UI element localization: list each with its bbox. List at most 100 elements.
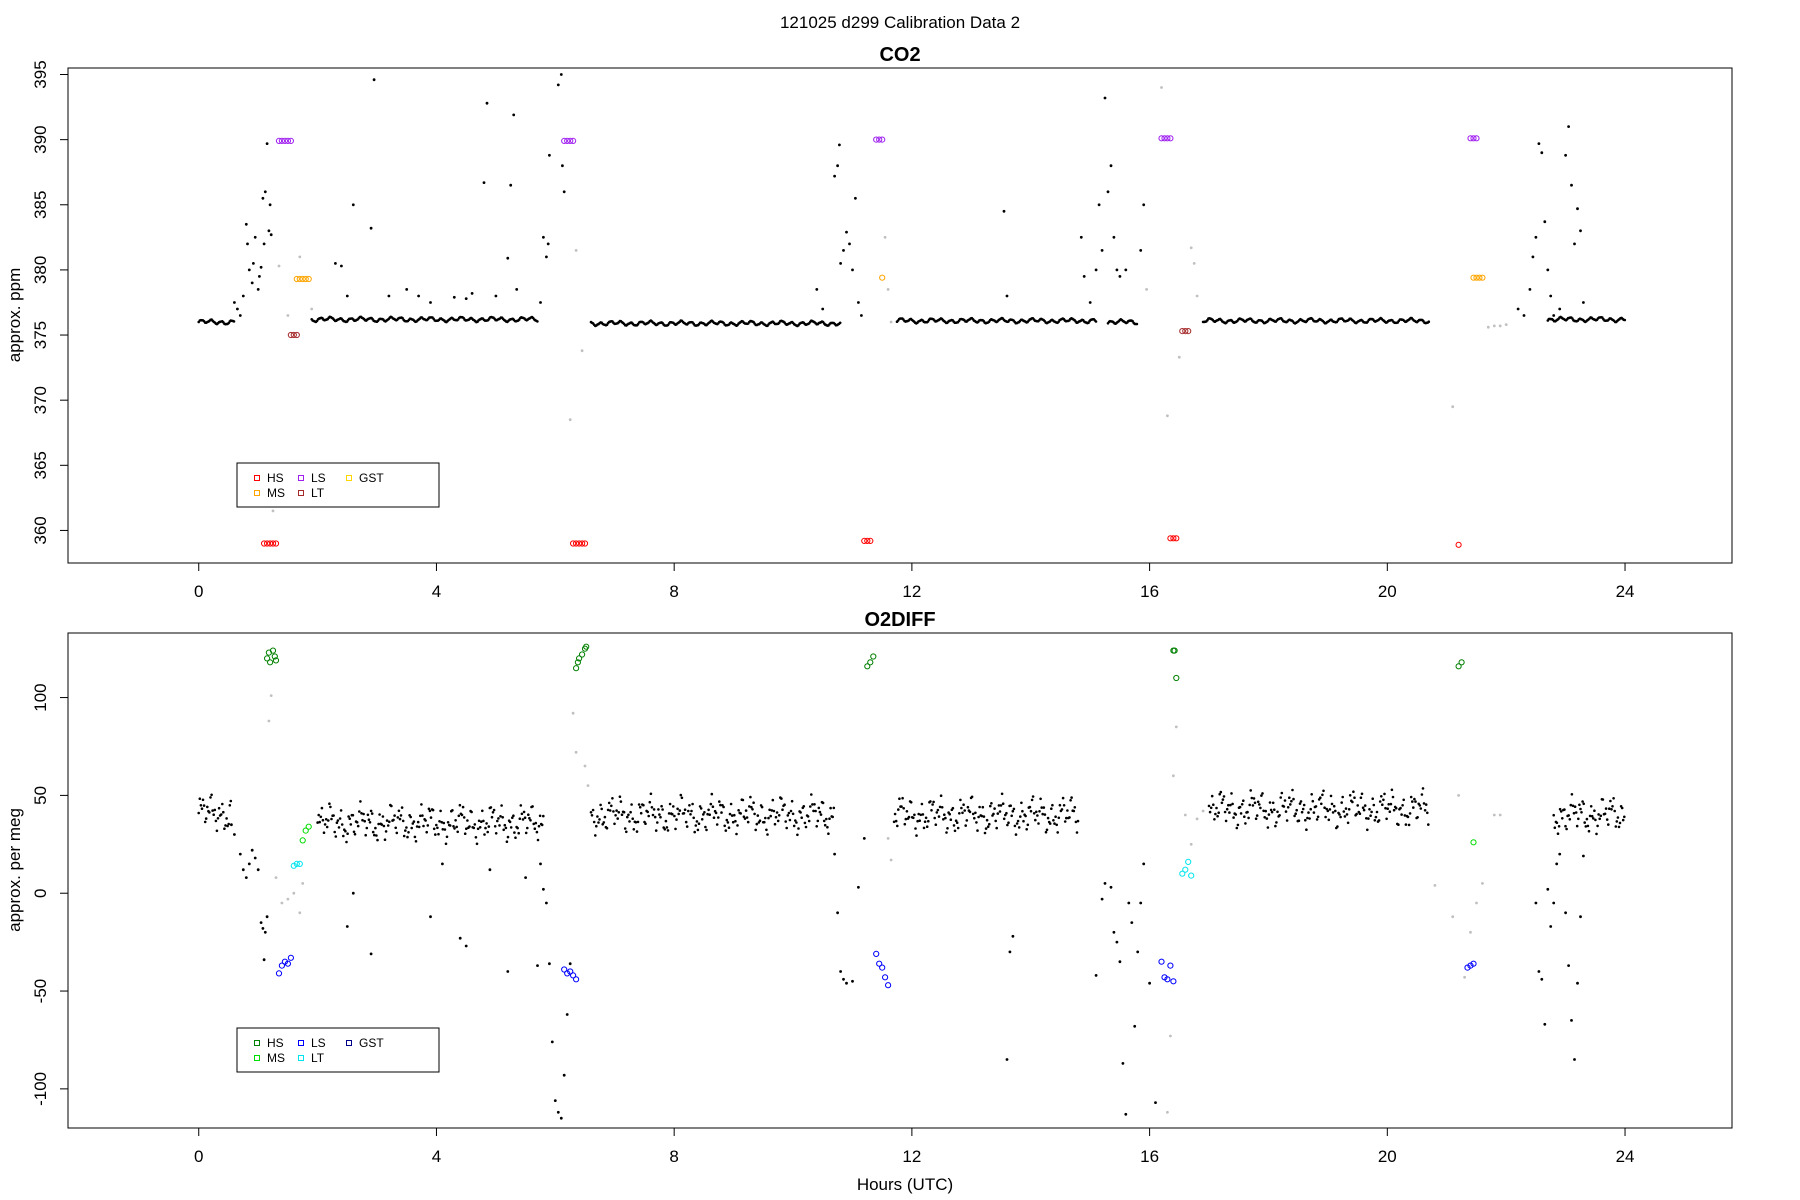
o2diff-baseline-dot xyxy=(1058,803,1062,807)
o2diff-baseline-dot xyxy=(1292,797,1295,801)
o2diff-baseline-dot xyxy=(1418,804,1422,807)
o2diff-baseline-dot xyxy=(491,811,495,814)
o2diff-baseline-dot xyxy=(1251,804,1255,807)
o2diff-baseline-dot xyxy=(1358,812,1362,815)
o2diff-x-tick-label: 4 xyxy=(432,1147,441,1166)
co2-dot xyxy=(1142,203,1146,207)
o2diff-baseline-dot xyxy=(799,811,802,814)
co2-dot xyxy=(1177,355,1181,359)
o2diff-dot xyxy=(1457,794,1460,797)
o2diff-baseline-dot xyxy=(931,803,934,806)
co2-dot xyxy=(340,264,343,268)
o2diff-baseline-dot xyxy=(628,820,631,823)
o2diff-baseline-dot xyxy=(1075,831,1079,834)
o2diff-baseline-dot xyxy=(222,810,225,814)
o2diff-baseline-dot xyxy=(1367,817,1370,820)
o2diff-baseline-dot xyxy=(618,795,622,798)
o2diff-dot xyxy=(1492,813,1496,817)
o2diff-baseline-dot xyxy=(458,803,462,807)
o2diff-baseline-dot xyxy=(1397,823,1400,826)
o2diff-baseline-dot xyxy=(938,805,942,809)
o2diff-baseline-dot xyxy=(1306,816,1309,820)
co2-hs-point xyxy=(579,540,586,547)
o2diff-baseline-dot xyxy=(395,831,399,835)
o2diff-baseline-dot xyxy=(1286,806,1290,809)
o2diff-baseline-dot xyxy=(961,811,964,815)
o2diff-baseline-dot xyxy=(615,809,618,812)
o2diff-baseline-dot xyxy=(775,811,779,814)
co2-x-tick-label: 24 xyxy=(1616,582,1635,601)
o2diff-baseline-dot xyxy=(499,815,502,818)
o2diff-baseline-dot xyxy=(410,826,414,830)
o2diff-baseline-dot xyxy=(1289,803,1292,806)
o2diff-baseline-dot xyxy=(728,812,732,816)
o2diff-baseline-dot xyxy=(1387,803,1390,806)
o2diff-baseline-dot xyxy=(1060,808,1064,811)
o2diff-baseline-dot xyxy=(597,821,600,824)
co2-dot xyxy=(236,307,239,311)
o2diff-baseline-dot xyxy=(742,815,746,818)
o2diff-hs-point xyxy=(272,657,280,664)
o2diff-baseline-dot xyxy=(825,817,828,821)
o2diff-ls-point xyxy=(570,972,577,979)
o2diff-baseline-dot xyxy=(980,814,984,818)
o2diff-baseline-dot xyxy=(436,826,439,830)
o2diff-baseline-dot xyxy=(524,831,528,835)
o2diff-baseline-dot xyxy=(217,806,221,810)
o2diff-baseline-dot xyxy=(1034,818,1037,822)
o2diff-baseline-dot xyxy=(916,819,919,823)
o2diff-y-tick-label: 0 xyxy=(31,888,50,897)
o2diff-baseline-dot xyxy=(522,810,526,814)
o2diff-baseline-dot xyxy=(1609,799,1612,803)
co2-x-tick-label: 12 xyxy=(902,582,921,601)
o2diff-lt-point xyxy=(1182,866,1189,873)
o2diff-baseline-dot xyxy=(432,827,436,831)
co2-dot xyxy=(244,222,248,226)
o2diff-legend-marker-gst xyxy=(346,1040,352,1046)
o2diff-baseline-dot xyxy=(712,816,716,819)
o2diff-baseline-dot xyxy=(688,804,691,807)
o2diff-dot xyxy=(241,868,245,872)
o2diff-baseline-dot xyxy=(1589,805,1593,808)
o2diff-baseline-dot xyxy=(1265,817,1269,820)
o2diff-baseline-dot xyxy=(787,811,791,815)
o2diff-baseline-dot xyxy=(228,804,232,807)
o2diff-baseline-dot xyxy=(731,820,735,824)
o2diff-baseline-dot xyxy=(1007,821,1010,824)
o2diff-baseline-dot xyxy=(591,808,595,812)
o2diff-baseline-dot xyxy=(771,798,775,802)
o2diff-baseline-dot xyxy=(1617,825,1621,829)
o2diff-baseline-dot xyxy=(1424,803,1428,806)
o2diff-baseline-dot xyxy=(973,816,976,820)
o2diff-baseline-dot xyxy=(1269,808,1273,812)
o2diff-baseline-dot xyxy=(1370,810,1373,814)
co2-hs-point xyxy=(272,540,280,547)
o2diff-baseline-dot xyxy=(1220,801,1224,805)
o2diff-ls-point xyxy=(873,950,880,958)
o2diff-dot xyxy=(230,823,233,827)
o2diff-baseline-dot xyxy=(1412,806,1415,809)
o2diff-baseline-dot xyxy=(963,809,966,812)
o2diff-legend-marker-lt xyxy=(298,1055,304,1061)
co2-dot xyxy=(1088,301,1092,304)
o2diff-baseline-dot xyxy=(603,815,607,819)
o2diff-baseline-dot xyxy=(734,819,737,823)
o2diff-baseline-dot xyxy=(1208,810,1212,814)
o2diff-baseline-dot xyxy=(1592,817,1595,820)
o2diff-baseline-dot xyxy=(743,817,747,820)
o2diff-baseline-dot xyxy=(484,826,487,830)
o2diff-baseline-dot xyxy=(345,840,348,844)
o2diff-baseline-dot xyxy=(1388,810,1392,813)
o2diff-baseline-dot xyxy=(685,825,689,828)
o2diff-baseline-dot xyxy=(1575,824,1579,828)
co2-dot xyxy=(889,320,893,324)
o2diff-baseline-dot xyxy=(661,808,664,811)
o2diff-baseline-dot xyxy=(1363,804,1367,807)
o2diff-dot xyxy=(571,711,575,715)
o2diff-baseline-dot xyxy=(723,824,726,828)
o2diff-baseline-dot xyxy=(631,817,634,820)
o2diff-baseline-dot xyxy=(444,842,448,846)
co2-dot xyxy=(494,294,498,298)
co2-legend-label-ls: LS xyxy=(311,471,326,485)
o2diff-baseline-dot xyxy=(460,813,464,817)
